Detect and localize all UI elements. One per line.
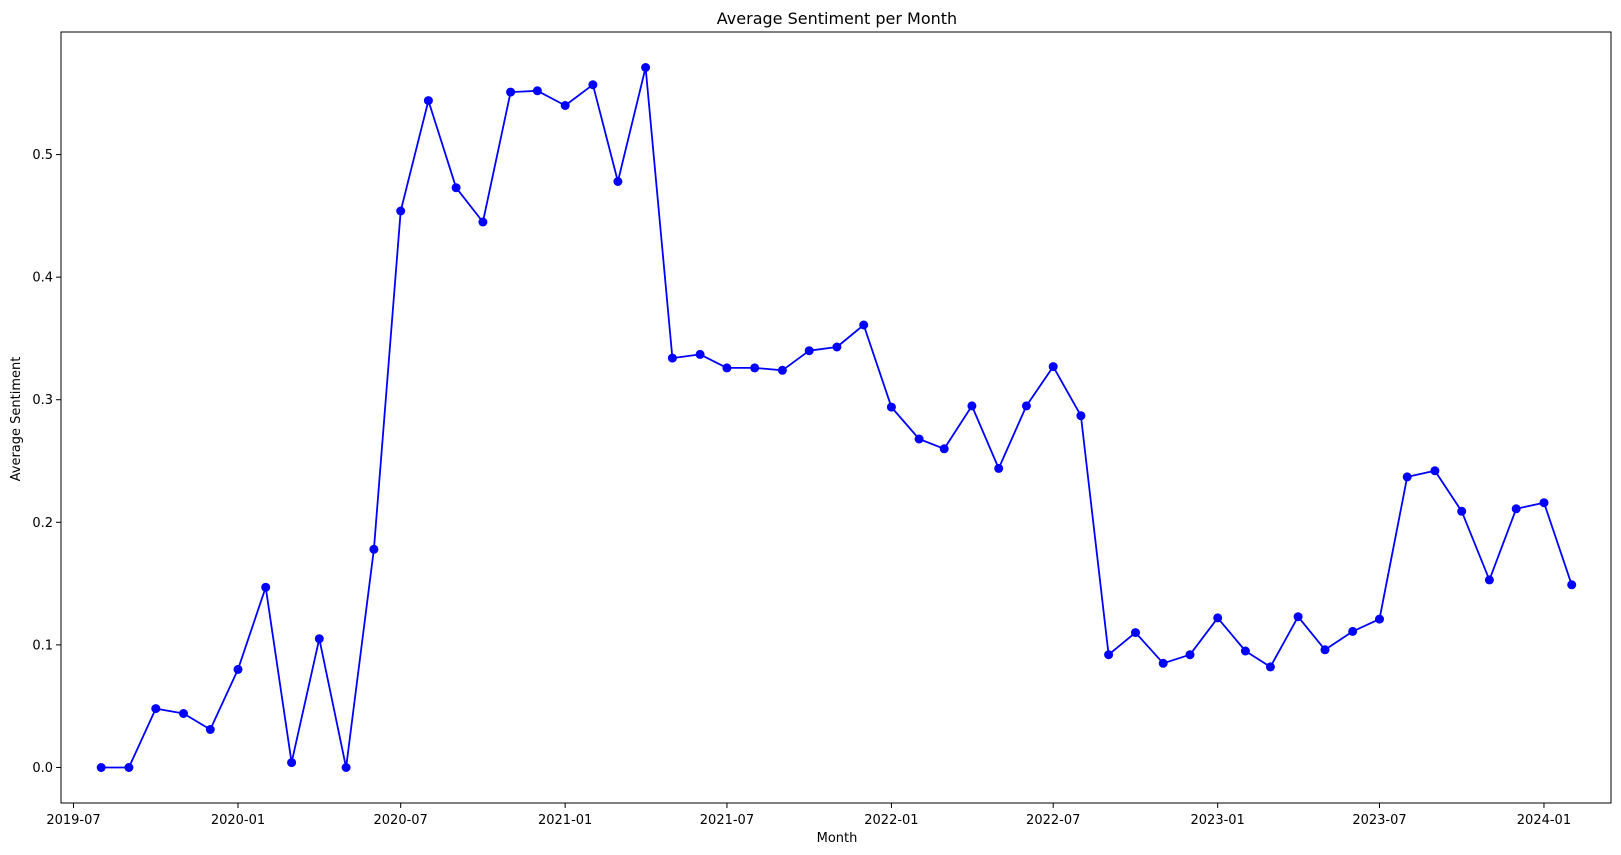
y-tick-label: 0.2	[32, 516, 53, 531]
chart-title: Average Sentiment per Month	[717, 9, 957, 28]
data-point	[1076, 411, 1086, 421]
data-point	[1104, 650, 1114, 660]
data-point	[695, 349, 705, 359]
data-point	[151, 704, 161, 714]
data-point	[886, 402, 896, 412]
data-point	[1185, 650, 1195, 660]
x-axis: 2019-07 2020-01 2020-07 2021-01 2021-07 2022-…	[46, 803, 1571, 828]
data-point	[613, 177, 623, 186]
y-tick-label: 0.1	[32, 638, 53, 653]
data-point	[1567, 580, 1577, 590]
data-point	[341, 763, 351, 772]
data-point	[1375, 614, 1384, 624]
data-point	[939, 444, 949, 454]
series-line	[101, 66, 1573, 769]
data-point	[1293, 612, 1303, 622]
data-point	[1131, 628, 1140, 638]
data-point	[750, 363, 760, 373]
y-tick-label: 0.0	[32, 761, 53, 776]
data-point	[641, 63, 651, 72]
y-axis-label: Average Sentiment	[9, 357, 24, 482]
x-tick-label: 2024-01	[1517, 813, 1571, 828]
x-tick-label: 2021-01	[538, 813, 592, 828]
data-point	[914, 434, 924, 444]
data-point	[423, 96, 433, 106]
data-point	[314, 634, 324, 644]
data-point	[369, 544, 379, 554]
data-point	[124, 763, 134, 772]
data-point	[179, 709, 188, 718]
data-point	[1021, 401, 1031, 411]
x-tick-label: 2019-07	[46, 813, 100, 828]
data-point	[1402, 472, 1412, 482]
data-point	[994, 463, 1004, 473]
data-point	[667, 353, 677, 363]
data-point	[451, 183, 461, 193]
data-point	[1158, 658, 1168, 668]
data-point	[804, 346, 814, 356]
y-tick-label: 0.4	[32, 271, 53, 286]
x-tick-label: 2022-07	[1026, 813, 1080, 828]
data-point	[1484, 575, 1494, 585]
data-point	[1240, 646, 1250, 656]
y-axis: 0.0 0.1 0.2 0.3 0.4 0.5	[32, 148, 61, 776]
data-point	[1511, 504, 1521, 514]
data-point	[396, 206, 406, 216]
data-point	[1048, 362, 1058, 372]
data-point	[1320, 645, 1330, 655]
data-point	[967, 401, 977, 411]
data-point	[1348, 626, 1358, 636]
data-point	[1539, 498, 1549, 508]
plot-area	[96, 63, 1577, 772]
data-point	[859, 320, 869, 330]
data-point	[96, 763, 106, 772]
data-point	[722, 363, 732, 373]
data-point	[832, 342, 842, 352]
x-tick-label: 2023-07	[1352, 813, 1406, 828]
data-point	[1457, 506, 1467, 516]
data-point	[233, 664, 243, 674]
x-axis-label: Month	[817, 831, 858, 846]
data-point	[1430, 466, 1440, 476]
data-point	[1265, 662, 1275, 672]
data-point	[1213, 613, 1223, 623]
data-point	[588, 80, 598, 90]
x-tick-label: 2022-01	[864, 813, 918, 828]
x-tick-label: 2020-01	[211, 813, 265, 828]
data-point	[205, 725, 215, 734]
y-tick-label: 0.3	[32, 393, 53, 408]
x-tick-label: 2021-07	[700, 813, 754, 828]
data-point	[287, 758, 297, 768]
data-point	[261, 582, 271, 592]
data-point	[560, 101, 570, 110]
data-point	[506, 87, 516, 97]
data-point	[478, 217, 488, 227]
data-point	[532, 86, 542, 96]
plot-frame	[60, 31, 1612, 804]
y-tick-label: 0.5	[32, 148, 53, 163]
data-point	[777, 365, 787, 375]
x-tick-label: 2020-07	[374, 813, 428, 828]
x-tick-label: 2023-01	[1191, 813, 1245, 828]
